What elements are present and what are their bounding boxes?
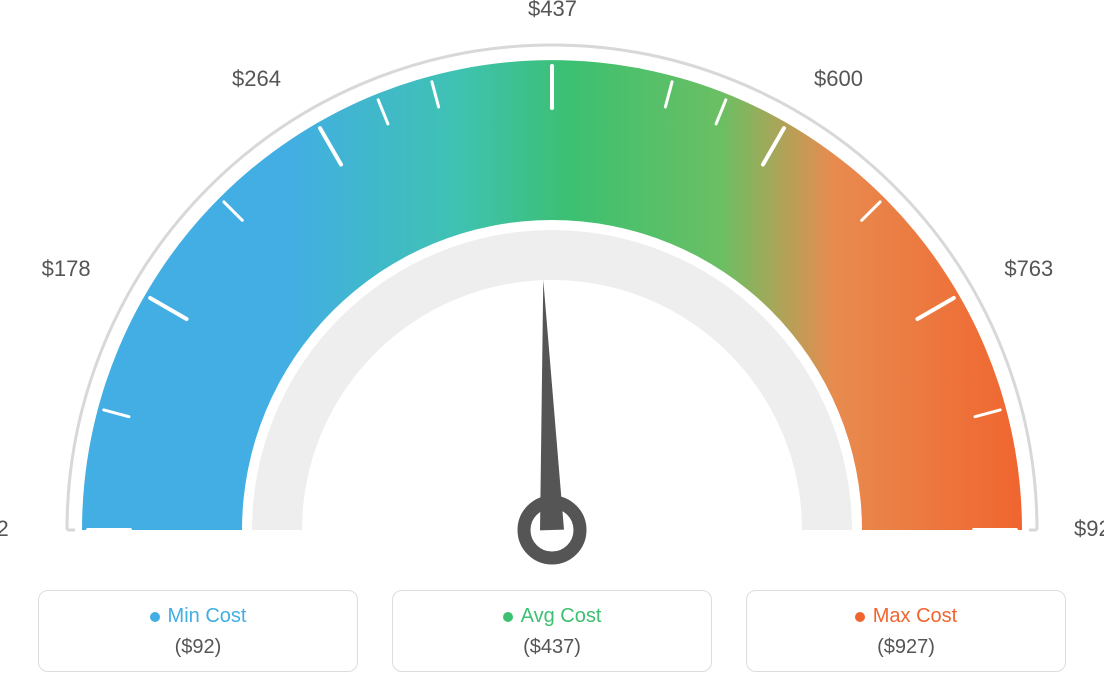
gauge-tick-label: $763 — [1004, 256, 1053, 282]
gauge-svg — [32, 10, 1072, 570]
legend-card-min: Min Cost ($92) — [38, 590, 358, 672]
legend-title-max: Max Cost — [855, 605, 957, 628]
gauge-tick-label: $92 — [0, 516, 9, 542]
legend-title-avg: Avg Cost — [503, 605, 602, 628]
gauge-tick-label: $178 — [42, 256, 91, 282]
legend-label-max: Max Cost — [873, 605, 957, 628]
gauge-tick-label: $600 — [814, 66, 863, 92]
legend-value-max: ($927) — [747, 636, 1065, 659]
legend-card-max: Max Cost ($927) — [746, 590, 1066, 672]
legend-dot-avg — [503, 612, 513, 622]
legend-label-min: Min Cost — [168, 605, 247, 628]
legend-dot-max — [855, 612, 865, 622]
gauge-tick-label: $927 — [1074, 516, 1104, 542]
legend-row: Min Cost ($92) Avg Cost ($437) Max Cost … — [0, 590, 1104, 672]
gauge-tick-label: $437 — [528, 0, 577, 22]
legend-value-min: ($92) — [39, 636, 357, 659]
legend-title-min: Min Cost — [150, 605, 247, 628]
legend-value-avg: ($437) — [393, 636, 711, 659]
legend-dot-min — [150, 612, 160, 622]
legend-label-avg: Avg Cost — [521, 605, 602, 628]
gauge-container: $92$178$264$437$600$763$927 — [32, 10, 1072, 570]
legend-card-avg: Avg Cost ($437) — [392, 590, 712, 672]
gauge-tick-label: $264 — [232, 66, 281, 92]
